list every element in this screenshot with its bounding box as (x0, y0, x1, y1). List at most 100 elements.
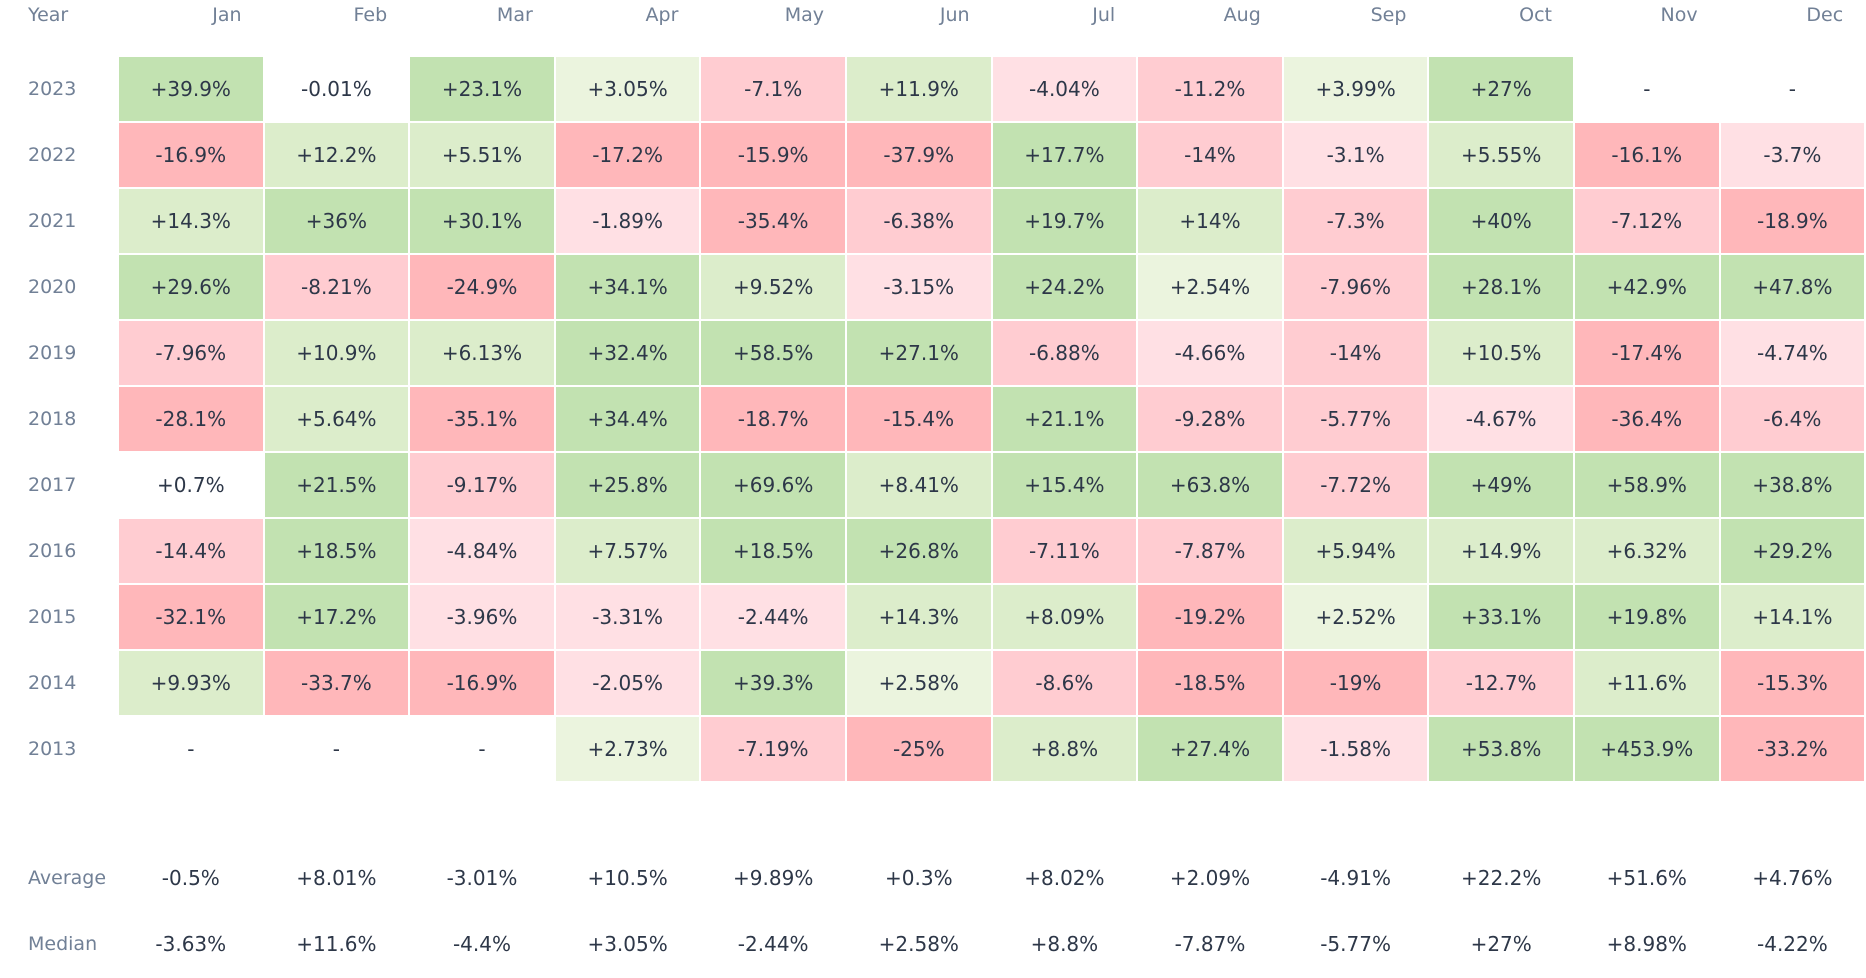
month-header: May (784, 4, 824, 26)
summary-cell: +2.09% (1137, 845, 1283, 911)
heatmap-cell: -11.2% (1137, 56, 1283, 122)
heatmap-cell: +25.8% (554, 452, 701, 518)
heatmap-cell: -6.88% (991, 320, 1138, 386)
summary-cell: -3.63% (118, 911, 264, 977)
heatmap-cell: -9.28% (1137, 386, 1283, 452)
heatmap-cell: +3.99% (1282, 56, 1429, 122)
heatmap-cell: +8.8% (991, 716, 1138, 782)
heatmap-cell: +3.05% (554, 56, 701, 122)
heatmap-cell: -37.9% (846, 122, 992, 188)
year-column-header: Year (28, 4, 69, 26)
month-header: Feb (353, 4, 388, 26)
summary-cell: -4.22% (1719, 911, 1866, 977)
heatmap-cell: +18.5% (700, 518, 846, 584)
heatmap-cell: - (1574, 56, 1720, 122)
summary-cell: -7.87% (1137, 911, 1283, 977)
summary-cell: +8.8% (991, 911, 1138, 977)
summary-cell: +9.89% (700, 845, 846, 911)
heatmap-cell: +5.55% (1428, 122, 1574, 188)
month-header: Mar (496, 4, 533, 26)
heatmap-cell: +2.73% (554, 716, 701, 782)
year-label: 2017 (28, 474, 77, 496)
year-label: 2015 (28, 606, 77, 628)
heatmap-cell: +10.9% (263, 320, 410, 386)
heatmap-cell: +10.5% (1428, 320, 1574, 386)
heatmap-cell: +2.54% (1137, 254, 1283, 320)
heatmap-cell: - (118, 716, 264, 782)
heatmap-cell: +5.94% (1282, 518, 1429, 584)
month-header: Jul (1092, 4, 1116, 26)
heatmap-cell: -18.5% (1137, 650, 1283, 716)
heatmap-cell: +69.6% (700, 452, 846, 518)
heatmap-cell: +8.09% (991, 584, 1138, 650)
year-label: 2018 (28, 408, 77, 430)
summary-cell: +4.76% (1719, 845, 1866, 911)
heatmap-cell: +32.4% (554, 320, 701, 386)
summary-cell: +2.58% (846, 911, 992, 977)
heatmap-cell: -14% (1282, 320, 1429, 386)
heatmap-cell: +6.13% (409, 320, 555, 386)
heatmap-cell: -6.38% (846, 188, 992, 254)
heatmap-cell: +30.1% (409, 188, 555, 254)
heatmap-cell: +53.8% (1428, 716, 1574, 782)
summary-cell: +8.98% (1574, 911, 1720, 977)
heatmap-cell: +38.8% (1719, 452, 1866, 518)
heatmap-cell: -3.96% (409, 584, 555, 650)
year-label: 2023 (28, 78, 77, 100)
heatmap-cell: -7.96% (1282, 254, 1429, 320)
heatmap-cell: +39.9% (118, 56, 264, 122)
heatmap-cell: -7.12% (1574, 188, 1720, 254)
heatmap-cell: +7.57% (554, 518, 701, 584)
heatmap-cell: -7.19% (700, 716, 846, 782)
heatmap-cell: -8.6% (991, 650, 1138, 716)
summary-cell: +10.5% (554, 845, 701, 911)
heatmap-cell: -4.04% (991, 56, 1138, 122)
heatmap-cell: +19.7% (991, 188, 1138, 254)
heatmap-cell: -1.89% (554, 188, 701, 254)
month-header: Dec (1806, 4, 1844, 26)
heatmap-cell: -0.01% (263, 56, 410, 122)
heatmap-cell: +14.1% (1719, 584, 1866, 650)
heatmap-cell: +2.52% (1282, 584, 1429, 650)
heatmap-cell: -16.9% (118, 122, 264, 188)
heatmap-cell: +11.9% (846, 56, 992, 122)
heatmap-cell: -1.58% (1282, 716, 1429, 782)
heatmap-cell: -36.4% (1574, 386, 1720, 452)
summary-cell: +3.05% (554, 911, 701, 977)
heatmap-cell: -7.72% (1282, 452, 1429, 518)
heatmap-cell: +11.6% (1574, 650, 1720, 716)
heatmap-cell: -19% (1282, 650, 1429, 716)
heatmap-cell: +0.7% (118, 452, 264, 518)
heatmap-cell: +58.9% (1574, 452, 1720, 518)
heatmap-cell: +34.4% (554, 386, 701, 452)
heatmap-cell: +9.93% (118, 650, 264, 716)
heatmap-cell: +6.32% (1574, 518, 1720, 584)
heatmap-cell: +58.5% (700, 320, 846, 386)
heatmap-cell: -4.67% (1428, 386, 1574, 452)
year-label: 2013 (28, 738, 77, 760)
heatmap-cell: +17.7% (991, 122, 1138, 188)
heatmap-cell: -16.9% (409, 650, 555, 716)
year-label: 2022 (28, 144, 77, 166)
month-header: Nov (1660, 4, 1698, 26)
heatmap-cell: -14% (1137, 122, 1283, 188)
heatmap-cell: +24.2% (991, 254, 1138, 320)
heatmap-cell: -15.4% (846, 386, 992, 452)
heatmap-cell: +34.1% (554, 254, 701, 320)
heatmap-cell: -7.87% (1137, 518, 1283, 584)
summary-cell: +27% (1428, 911, 1574, 977)
heatmap-cell: -2.44% (700, 584, 846, 650)
heatmap-cell: +14% (1137, 188, 1283, 254)
heatmap-cell: +23.1% (409, 56, 555, 122)
summary-cell: -5.77% (1282, 911, 1429, 977)
summary-cell: -3.01% (409, 845, 555, 911)
heatmap-cell: +28.1% (1428, 254, 1574, 320)
heatmap-cell: +36% (263, 188, 410, 254)
heatmap-cell: - (263, 716, 410, 782)
heatmap-cell: -6.4% (1719, 386, 1866, 452)
heatmap-cell: -19.2% (1137, 584, 1283, 650)
heatmap-cell: -35.1% (409, 386, 555, 452)
heatmap-cell: +27.1% (846, 320, 992, 386)
heatmap-cell: -5.77% (1282, 386, 1429, 452)
heatmap-cell: +26.8% (846, 518, 992, 584)
